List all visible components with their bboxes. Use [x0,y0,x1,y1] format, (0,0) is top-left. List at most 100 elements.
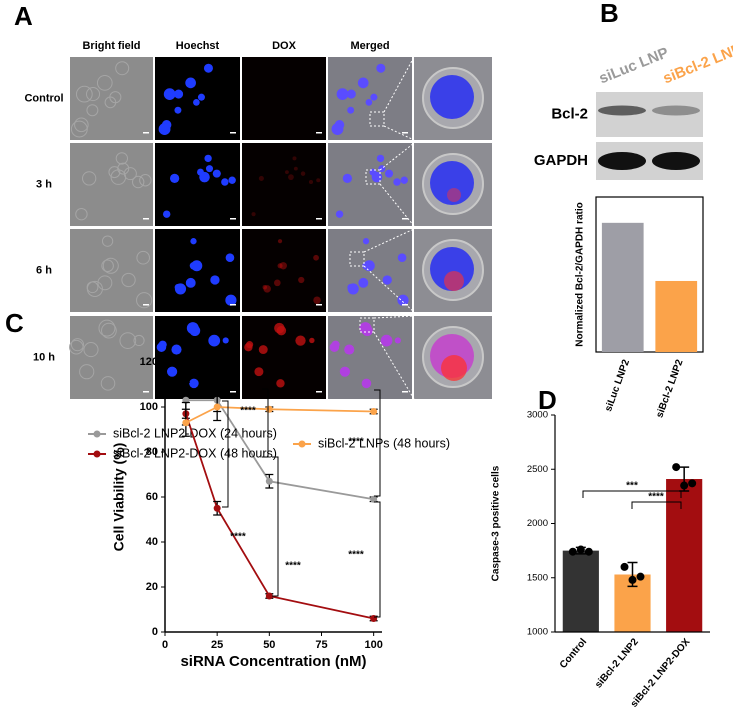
x-tick-label: 25 [211,639,223,651]
nucleus [156,342,167,352]
column-label: Bright field [82,40,140,52]
zoom-guide [373,331,415,400]
merged-cell [347,106,355,114]
legend-marker [298,440,306,448]
scale-bar [230,132,236,134]
significance: **** [285,561,301,572]
micrograph [242,57,326,140]
dox [300,171,306,176]
bracket [222,400,229,508]
lane-label: siBcl-2 LNP [661,40,733,87]
micrograph [70,316,153,399]
panel-label: B [600,0,619,28]
nucleus [203,63,213,73]
dox [263,285,271,293]
nucleus [228,176,236,184]
y-tick-label: 20 [146,581,158,593]
y-tick-label: 3000 [527,410,548,421]
cell [86,87,101,102]
dox [292,156,297,161]
scale-bar [230,218,236,220]
dox [295,335,306,346]
scale-bar [402,304,408,306]
dox [251,212,256,217]
merged-cell [331,123,344,135]
cell [75,85,93,103]
scale-bar [316,132,322,134]
panel-label: D [538,385,557,415]
nucleus [163,88,176,101]
nucleus [225,253,235,263]
series-line [185,413,374,620]
dox [258,175,264,181]
significance: **** [230,532,246,543]
scale-bar [143,218,149,220]
merged-cell [347,283,359,295]
blot-band [598,105,646,116]
nucleus [167,366,178,377]
dox [316,178,321,183]
dox [298,276,305,284]
x-tick-label: siLuc LNP2 [603,358,632,413]
band-label: Bcl-2 [551,105,588,122]
cell [139,174,152,187]
roi-box [365,169,381,185]
cell [69,339,84,355]
legend-label: siBcl-2 LNP2-DOX (24 hours) [113,426,277,440]
roi-box [349,251,365,267]
zoom-guide [379,142,415,171]
merged-cell [370,93,378,101]
legend-marker [93,450,101,458]
nucleus [171,344,182,355]
data-point [576,545,585,554]
cell [86,280,103,297]
nucleus [208,334,221,347]
data-point [636,572,645,581]
dox [279,262,287,270]
y-tick-label: 120 [140,356,158,368]
micrograph [70,143,153,226]
zoom-dox [447,188,461,202]
data-point [568,547,577,556]
merged-cell [344,344,355,355]
nucleus [222,337,229,344]
y-axis-label: Caspase-3 positive cells [491,465,502,581]
legend-marker [93,430,101,438]
cell [101,235,114,247]
data-point [265,592,273,600]
lane-label: siLuc LNP [597,44,671,87]
merged-cell [397,294,409,306]
y-tick-label: 40 [146,536,158,548]
zoom-guide [363,265,415,313]
cell [110,169,127,185]
zoom-guide [383,56,415,113]
band-label: GAPDH [534,152,588,169]
merged-cell [362,238,370,245]
scale-bar [316,304,322,306]
y-tick-label: 2000 [527,518,548,529]
y-axis-label: Normalized Bcl-2/GAPDH ratio [575,202,586,346]
significance: **** [648,492,664,503]
cell [136,292,153,309]
panel-label: A [14,1,33,31]
y-tick-label: 100 [140,401,158,413]
dox [254,367,264,377]
scale-bar [143,132,149,134]
cell [108,166,121,179]
merged-cell [376,154,385,163]
merged-cell [385,169,394,178]
cell [96,75,113,91]
legend-label: siBcl-2 LNP2-DOX (48 hours) [113,446,277,460]
significance: **** [348,437,364,448]
bracket [631,501,682,509]
nucleus [185,77,196,89]
cell [70,120,88,138]
merged-cell [361,325,373,337]
cell [98,319,116,337]
cell [131,175,145,189]
nucleus [189,378,199,389]
nucleus [158,123,171,135]
scale-bar [316,218,322,220]
nucleus [190,238,197,245]
data-point [213,504,221,512]
